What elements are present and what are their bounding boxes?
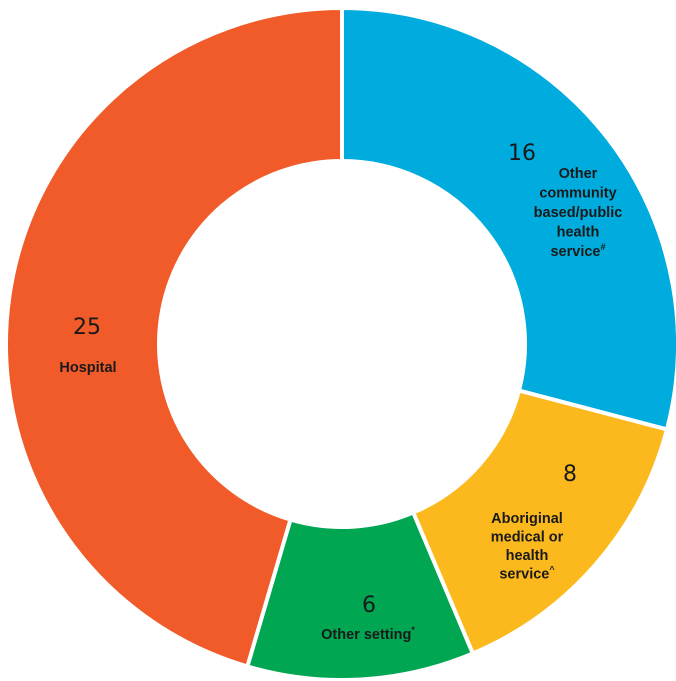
slice-aboriginal-medical-or-health-service [410,388,670,657]
slice-value-other-setting: 6 [362,593,376,618]
slice-other-community-based-public-health-service [340,5,676,432]
slice-value-aboriginal-medical-or-health-service: 8 [563,462,577,487]
slice-label-other-setting: Other setting* [321,625,415,643]
slice-hospital [4,5,344,669]
slice-value-hospital: 25 [73,315,101,340]
slice-label-other-community-based-public-health-service: Other community based/public health service# [534,166,623,260]
slice-value-other-community-based-public-health-service: 16 [508,141,536,166]
slice-label-aboriginal-medical-or-health-service: Aboriginal medical or health service^ [491,511,564,583]
slice-label-hospital: Hospital [59,360,116,376]
